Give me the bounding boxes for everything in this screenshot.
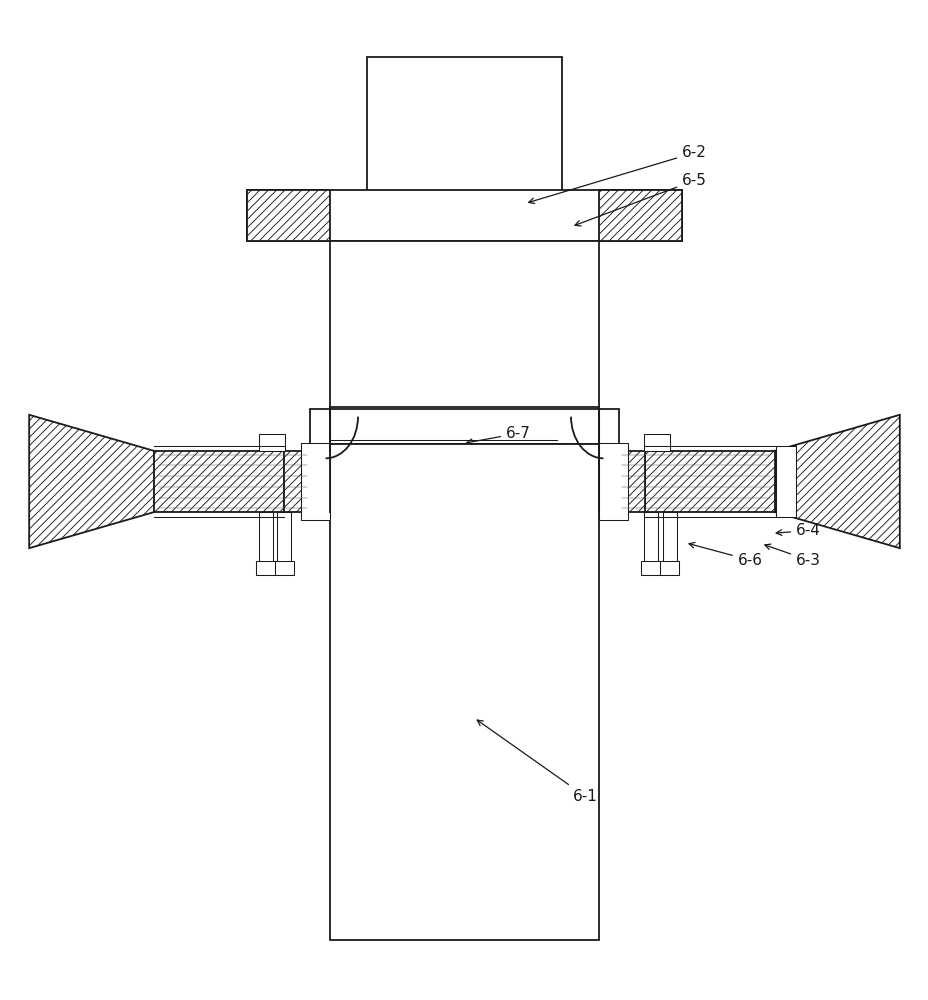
Text: 6-7: 6-7 (466, 426, 531, 444)
Bar (643, 434, 669, 451)
Bar (643, 512, 657, 563)
Bar (301, 443, 329, 520)
Text: 6-1: 6-1 (477, 720, 597, 804)
Bar (329, 444, 599, 940)
Bar (644, 451, 774, 512)
Bar (603, 445, 617, 518)
Bar (284, 451, 311, 512)
Bar (309, 409, 619, 444)
Text: 6-2: 6-2 (528, 145, 706, 203)
Bar (662, 512, 676, 563)
Bar (659, 561, 678, 575)
Bar (599, 443, 627, 520)
Bar (311, 445, 325, 518)
Bar (256, 561, 276, 575)
Bar (599, 190, 681, 241)
Bar (247, 190, 681, 241)
Bar (617, 451, 644, 512)
Bar (259, 512, 273, 563)
Polygon shape (774, 415, 899, 548)
Text: 6-4: 6-4 (775, 523, 820, 538)
Bar (775, 446, 795, 517)
Bar (154, 451, 284, 512)
Bar (640, 561, 660, 575)
Bar (329, 241, 599, 407)
Bar (247, 190, 329, 241)
Polygon shape (29, 415, 154, 548)
Bar (367, 57, 561, 194)
Bar (259, 434, 285, 451)
Text: 6-6: 6-6 (689, 542, 762, 568)
Text: 6-5: 6-5 (574, 173, 706, 226)
Bar (275, 561, 294, 575)
Bar (277, 512, 291, 563)
Text: 6-3: 6-3 (764, 544, 820, 568)
